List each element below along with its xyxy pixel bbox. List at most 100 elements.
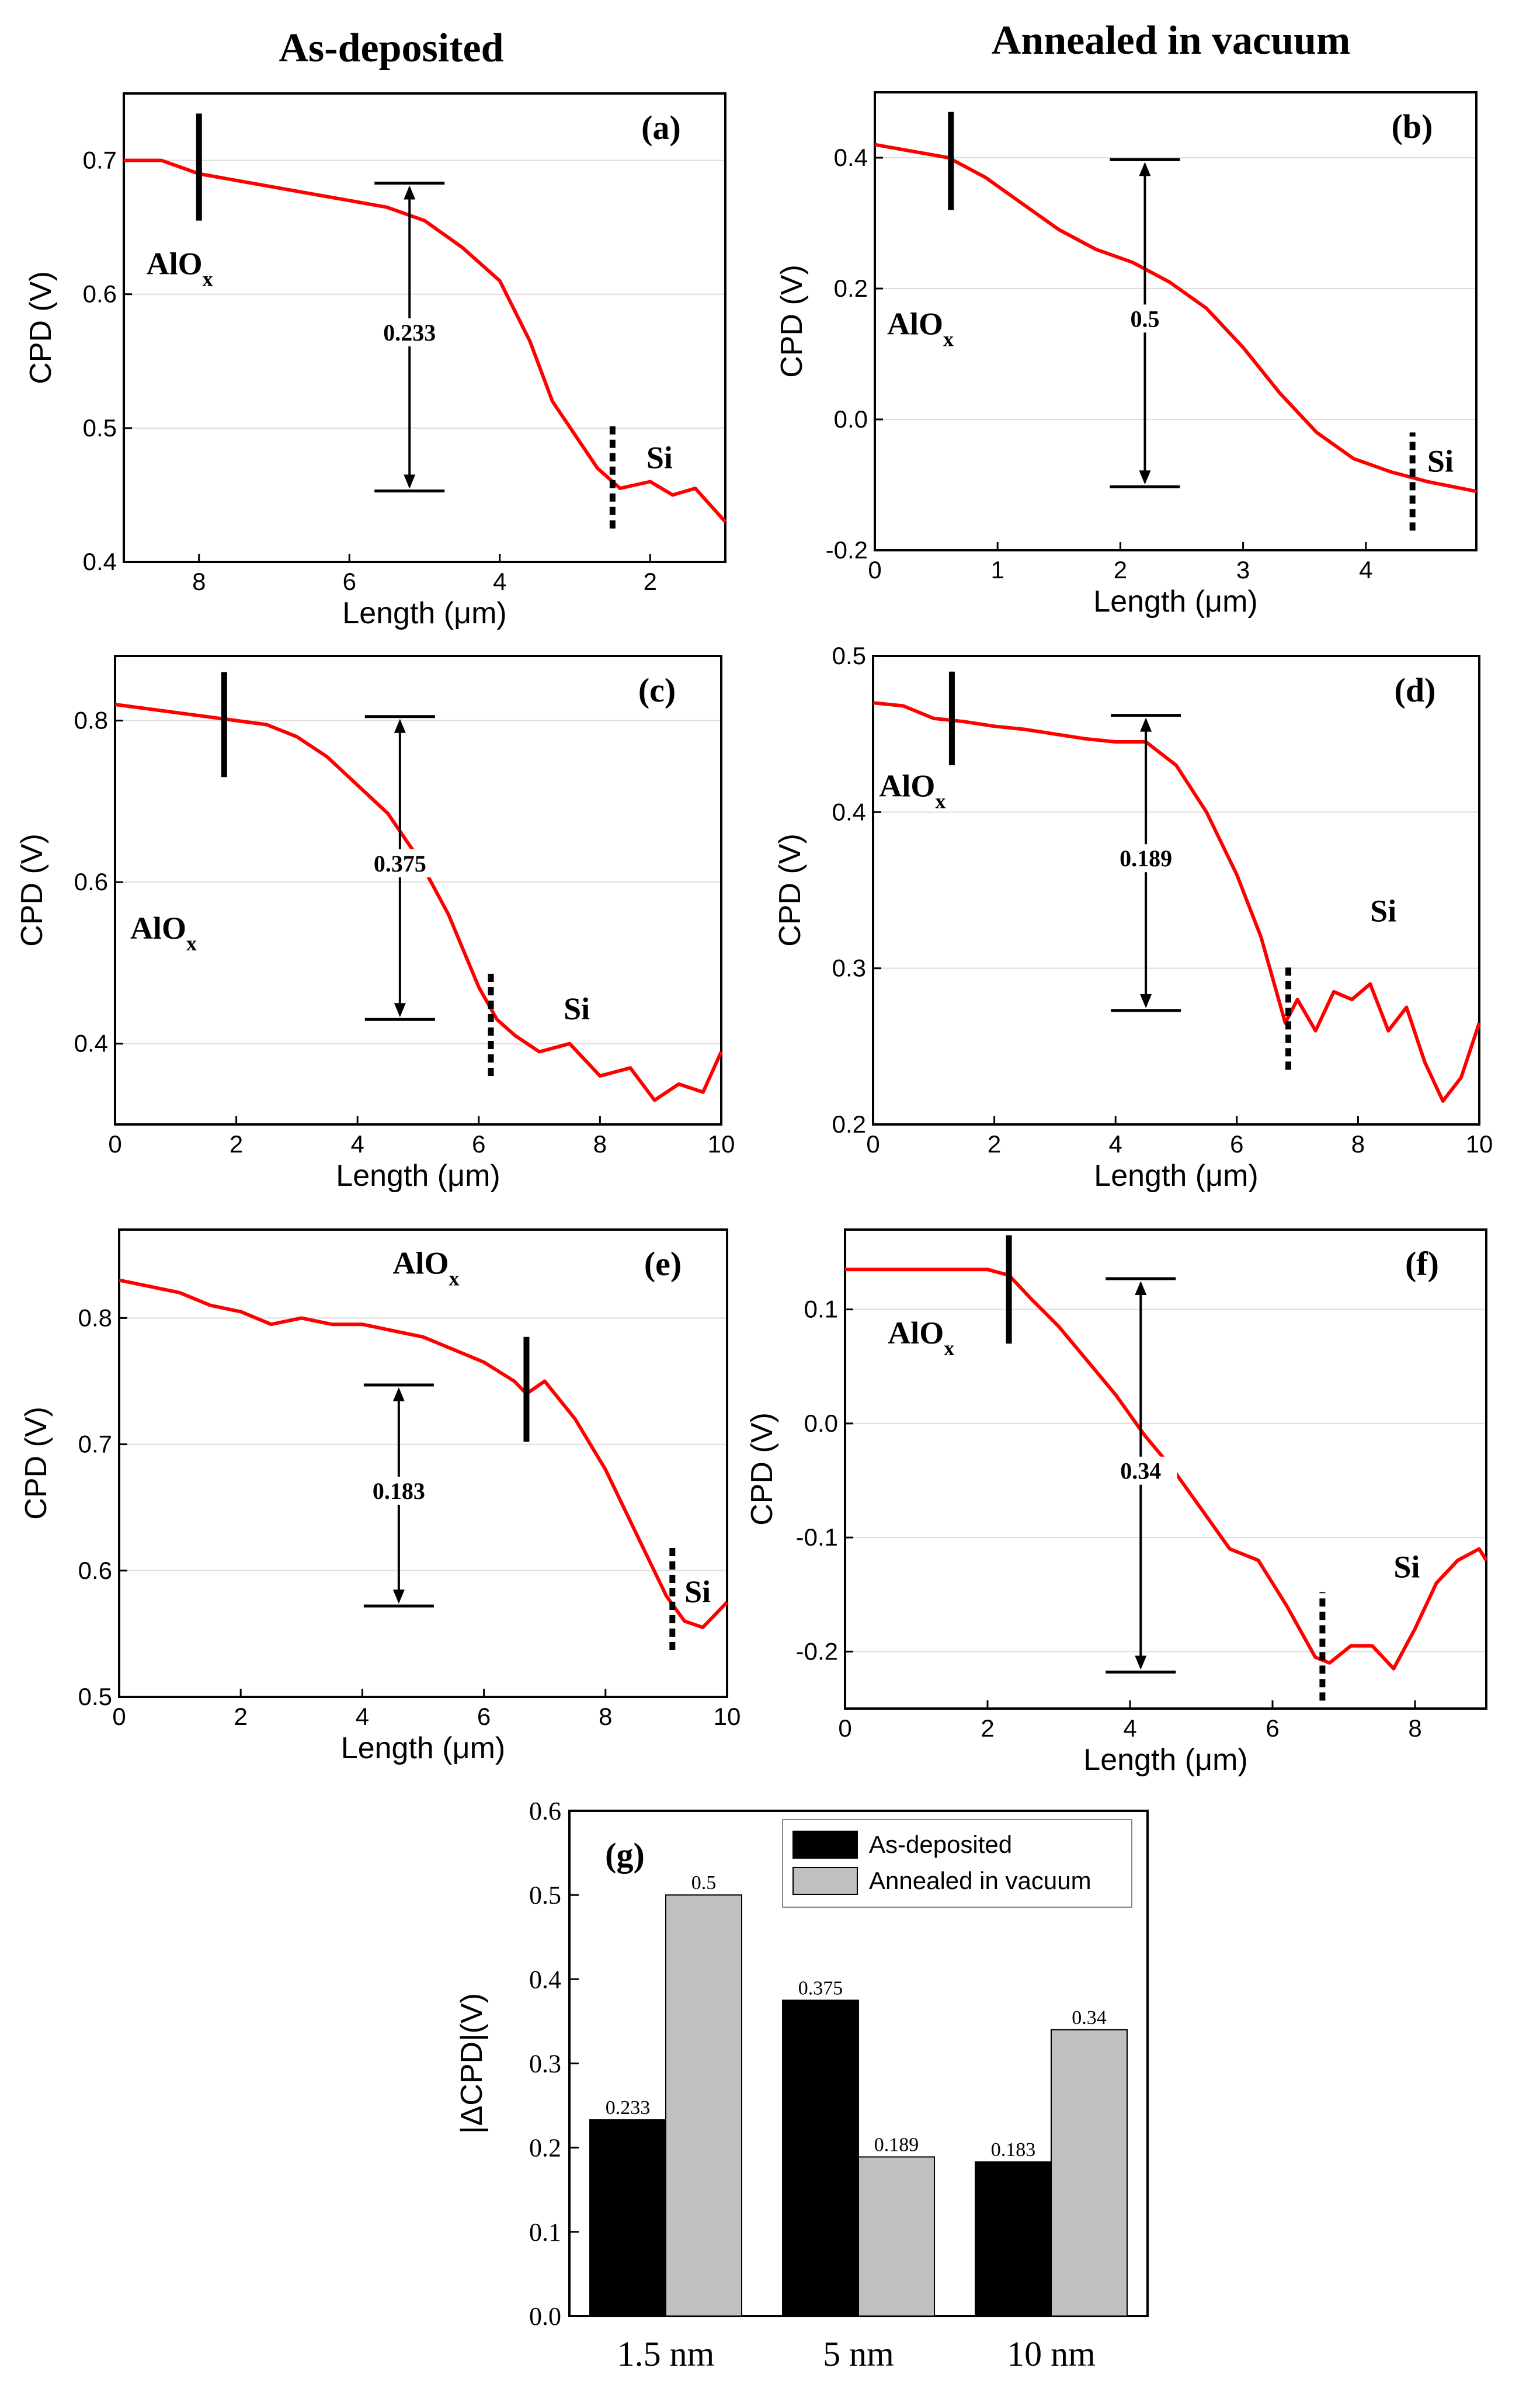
delta-label-bg <box>373 318 446 347</box>
panel-d: 0 2 4 6 8 10 0.2 0.3 0.4 0.5 Length (μm) CPD (V) 0.1… <box>773 642 1493 1193</box>
x-tick-label: 6 <box>477 1703 491 1730</box>
y-tick-label: 0.4 <box>834 144 868 171</box>
x-axis-label: Length (μm) <box>1093 585 1257 619</box>
delta-value-label: 0.5 <box>1130 305 1159 332</box>
region-label-si: Si <box>1370 893 1396 928</box>
bar-value-label: 0.183 <box>991 2139 1036 2161</box>
delta-arrow-head-up <box>1139 162 1151 176</box>
bar-as-deposited <box>975 2161 1052 2317</box>
y-tick-label: 0.8 <box>74 707 108 734</box>
region-label-si: Si <box>646 440 673 475</box>
legend-label: Annealed in vacuum <box>869 1867 1091 1894</box>
cpd-curve <box>874 143 1477 494</box>
delta-arrow-head-up <box>1135 1280 1147 1295</box>
y-tick-label: 0.6 <box>83 280 117 308</box>
y-tick-label: 0.5 <box>78 1683 112 1710</box>
plot-frame <box>844 1228 1487 1710</box>
x-axis-label: Length (μm) <box>336 1159 500 1193</box>
plot-frame <box>874 91 1478 551</box>
x-tick-label: 6 <box>1266 1714 1279 1742</box>
bar-value-label: 0.375 <box>798 1977 843 1999</box>
panel-letter: (e) <box>644 1245 682 1283</box>
region-label-si: Si <box>1427 444 1454 479</box>
title-as-deposited: As-deposited <box>279 26 503 71</box>
region-label-alox: AlOx <box>130 911 197 955</box>
region-label-alox: AlOx <box>888 1315 954 1360</box>
delta-value-label: 0.183 <box>373 1478 425 1504</box>
x-axis-label: Length (μm) <box>342 596 506 630</box>
y-tick-label: -0.2 <box>826 536 868 564</box>
panel-letter: (a) <box>641 109 681 147</box>
cpd-curve <box>124 158 727 523</box>
y-tick-label: 0.1 <box>529 2218 561 2247</box>
x-tick-label: 8 <box>192 568 206 595</box>
panel-letter: (g) <box>605 1836 645 1874</box>
y-tick-label: -0.2 <box>796 1637 838 1665</box>
delta-arrow-head-down <box>1139 470 1151 485</box>
x-tick-label: 10 <box>708 1130 735 1158</box>
region-label-alox: AlOx <box>887 306 954 350</box>
delta-arrow-head-up <box>404 185 416 200</box>
delta-label-bg <box>1104 1456 1177 1485</box>
bar-as-deposited <box>782 1999 859 2317</box>
y-tick-label: 0.6 <box>529 1797 561 1825</box>
y-tick-label: 0.4 <box>74 1030 108 1057</box>
delta-arrow-head-up <box>394 718 406 733</box>
bar-annealed <box>1051 2029 1128 2317</box>
region-label-si: Si <box>684 1574 711 1609</box>
x-tick-label: 2 <box>230 1130 243 1158</box>
panel-letter: (b) <box>1392 107 1433 145</box>
x-axis-label: Length (μm) <box>1094 1159 1258 1193</box>
panel-f: 0 2 4 6 8 -0.2 -0.1 0.0 0.1 Length (μm) CPD (V) 0.3… <box>745 1228 1488 1777</box>
y-tick-label: 0.7 <box>83 147 117 174</box>
delta-value-label: 0.189 <box>1120 845 1172 872</box>
y-tick-label: 0.5 <box>529 1881 561 1910</box>
y-axis-label: CPD (V) <box>19 1407 53 1520</box>
x-tick-label: 8 <box>1351 1130 1365 1158</box>
region-label-si: Si <box>1393 1549 1420 1584</box>
region-label-alox: AlOx <box>392 1246 459 1290</box>
x-tick-label: 2 <box>981 1714 994 1742</box>
y-tick-label: -0.1 <box>796 1523 838 1551</box>
y-tick-label: 0.2 <box>834 275 868 302</box>
delta-arrow-head-down <box>404 474 416 489</box>
cpd-curve <box>119 1278 729 1630</box>
x-axis-label: Length (μm) <box>1083 1743 1247 1777</box>
x-tick-label: 4 <box>1123 1714 1136 1742</box>
x-tick-label: 6 <box>343 568 356 595</box>
x-tick-label: 2 <box>988 1130 1001 1158</box>
y-tick-label: 0.2 <box>529 2134 561 2162</box>
plot-frame <box>118 1228 728 1698</box>
cpd-curve <box>845 1268 1488 1671</box>
delta-label-bg <box>363 849 436 877</box>
x-tick-label: 6 <box>472 1130 485 1158</box>
delta-arrow-head-down <box>1140 994 1152 1008</box>
delta-value-label: 0.233 <box>383 320 436 346</box>
y-tick-label: 0.5 <box>83 414 117 442</box>
x-tick-label: 2 <box>234 1703 248 1730</box>
x-tick-label: 8 <box>593 1130 607 1158</box>
x-tick-label: 8 <box>1408 1714 1421 1742</box>
panel-e: 0 2 4 6 8 10 0.5 0.6 0.7 0.8 Length (μm) CPD (V) 0.1… <box>19 1228 741 1765</box>
panel-letter: (c) <box>638 671 676 709</box>
x-tick-label: 0 <box>838 1714 851 1742</box>
plot-frame <box>123 92 726 563</box>
bar-as-deposited <box>589 2119 666 2317</box>
y-axis-label: CPD (V) <box>24 271 58 384</box>
x-tick-label: 0 <box>112 1703 126 1730</box>
bar-value-label: 0.233 <box>606 2097 651 2119</box>
title-annealed: Annealed in vacuum <box>992 18 1351 63</box>
x-tick-label: 4 <box>1359 556 1372 584</box>
y-tick-label: 0.7 <box>78 1431 112 1458</box>
y-axis-label: CPD (V) <box>745 1412 779 1526</box>
panel-b: 0 1 2 3 4 -0.2 0.0 0.2 0.4 Length (μm) CPD (V) 0.5 A… <box>775 91 1478 619</box>
delta-arrow-head-up <box>392 1387 405 1401</box>
x-tick-label: 2 <box>1114 556 1127 584</box>
y-tick-label: 0.3 <box>832 954 866 982</box>
delta-arrow-head-up <box>1140 717 1152 732</box>
panel-c: 0 2 4 6 8 10 0.4 0.6 0.8 Length (μm) CPD (V) 0.375 A… <box>15 655 735 1193</box>
y-tick-label: 0.8 <box>78 1304 112 1331</box>
legend-swatch <box>792 1831 858 1859</box>
y-tick-label: 0.6 <box>78 1557 112 1584</box>
